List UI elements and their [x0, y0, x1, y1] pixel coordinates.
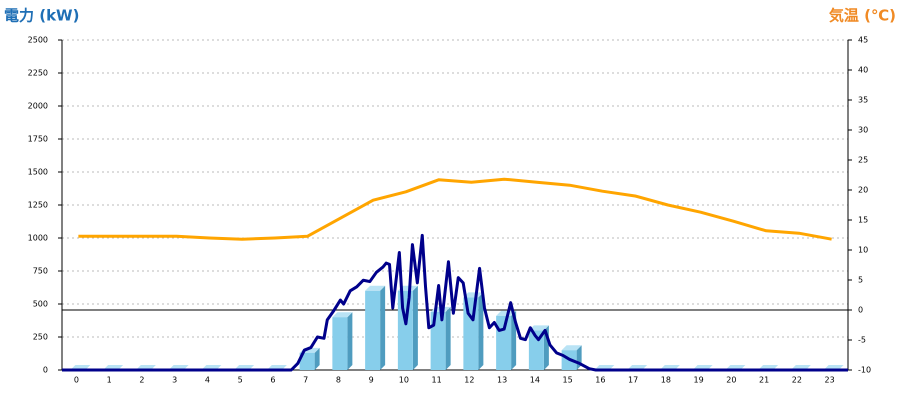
- x-tick-label: 10: [399, 376, 409, 385]
- y-tick-label: 1250: [28, 201, 48, 210]
- y2-tick-label: -5: [858, 336, 866, 345]
- bar-face: [511, 310, 517, 370]
- line: [78, 177, 832, 241]
- x-tick-label: 7: [303, 376, 308, 385]
- x-tick-label: 14: [530, 376, 540, 385]
- bar-face: [528, 325, 549, 331]
- y-tick-label: 1500: [28, 168, 48, 177]
- y2-tick-label: 20: [858, 186, 868, 195]
- x-tick-label: 1: [107, 376, 112, 385]
- bar-face: [380, 285, 386, 370]
- y2-tick-label: 10: [858, 246, 868, 255]
- bar-face: [299, 352, 315, 370]
- bar-face: [314, 347, 320, 370]
- x-tick-label: 22: [792, 376, 802, 385]
- bar-face: [412, 285, 418, 370]
- line: [62, 233, 848, 372]
- bar-face: [332, 312, 353, 318]
- bar-face: [445, 306, 451, 370]
- y-tick-label: 2250: [28, 69, 48, 78]
- y2-tick-label: 25: [858, 156, 868, 165]
- y-tick-label: 2500: [28, 36, 48, 45]
- y-tick-label: 2000: [28, 102, 48, 111]
- y-tick-label: 750: [33, 267, 48, 276]
- bar-face: [397, 290, 413, 370]
- y2-tick-label: -10: [858, 366, 871, 375]
- y2-tick-label: 0: [858, 306, 863, 315]
- x-tick-label: 3: [172, 376, 177, 385]
- x-tick-label: 5: [238, 376, 243, 385]
- x-tick-label: 23: [825, 376, 835, 385]
- x-tick-label: 17: [628, 376, 638, 385]
- y-tick-label: 250: [33, 333, 48, 342]
- x-tick-label: 13: [497, 376, 507, 385]
- bar: [332, 312, 353, 370]
- x-tick-label: 16: [595, 376, 605, 385]
- bar: [528, 325, 549, 370]
- y2-tick-label: 30: [858, 126, 868, 135]
- y-tick-label: 1000: [28, 234, 48, 243]
- x-tick-label: 19: [694, 376, 704, 385]
- x-tick-label: 11: [432, 376, 442, 385]
- y2-tick-label: 35: [858, 96, 868, 105]
- bar-face: [463, 292, 484, 298]
- y2-tick-label: 15: [858, 216, 868, 225]
- bar-face: [365, 290, 381, 370]
- bar-face: [365, 285, 386, 291]
- bar-face: [496, 310, 517, 316]
- x-tick-label: 8: [336, 376, 341, 385]
- bar-face: [332, 317, 348, 370]
- bar-face: [463, 297, 479, 370]
- x-tick-label: 18: [661, 376, 671, 385]
- bar: [365, 285, 386, 370]
- bar-face: [347, 312, 353, 370]
- y2-tick-label: 5: [858, 276, 863, 285]
- left-axis-title: 電力 (kW): [4, 7, 79, 25]
- x-tick-label: 20: [726, 376, 736, 385]
- x-tick-label: 21: [759, 376, 769, 385]
- x-tick-label: 12: [464, 376, 474, 385]
- x-tick-label: 2: [139, 376, 144, 385]
- y-tick-label: 0: [43, 366, 48, 375]
- bar-face: [561, 345, 582, 351]
- y2-tick-label: 40: [858, 66, 868, 75]
- x-tick-label: 0: [74, 376, 79, 385]
- bar-face: [478, 292, 484, 370]
- x-tick-label: 4: [205, 376, 210, 385]
- x-tick-label: 6: [270, 376, 275, 385]
- x-tick-label: 15: [563, 376, 573, 385]
- right-axis-title: 気温 (℃): [829, 7, 896, 25]
- x-tick-label: 9: [369, 376, 374, 385]
- bar-face: [496, 315, 512, 370]
- y-tick-label: 500: [33, 300, 48, 309]
- y-tick-label: 1750: [28, 135, 48, 144]
- y2-tick-label: 45: [858, 36, 868, 45]
- bar-face: [528, 330, 544, 370]
